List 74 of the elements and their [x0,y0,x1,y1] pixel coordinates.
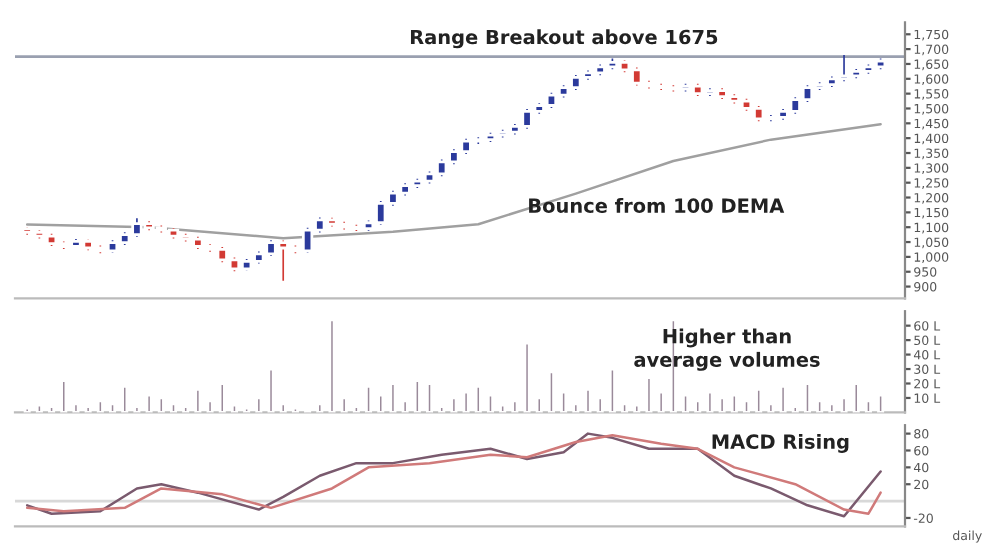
bar [755,387,763,413]
bar [35,403,43,413]
bar [657,390,665,413]
bar [60,379,68,413]
bar [791,405,799,413]
annotation: Bounce from 100 DEMA [529,197,785,213]
bar [377,393,385,413]
bar [230,403,238,413]
bar [596,396,604,413]
bar [779,385,787,413]
bar [486,393,494,413]
bar [255,396,263,413]
bar [523,341,531,413]
bar [328,318,336,413]
bar [72,402,80,413]
bar [499,403,507,413]
bar [816,399,824,413]
bar [121,385,129,413]
bar [828,402,836,413]
bar [182,405,190,413]
bar [584,387,592,413]
bar [194,387,202,413]
bar [109,402,117,413]
bar [157,396,165,413]
bar [645,376,653,413]
bar [133,405,141,413]
bar [730,393,738,413]
bar [145,393,153,413]
annotation: MACD Rising [712,433,849,453]
bar [365,385,373,413]
line-series [25,122,882,240]
bar [96,399,104,413]
bar [279,402,287,413]
bar [864,399,872,413]
bar [316,402,324,413]
bar [218,382,226,413]
bar [852,382,860,413]
bar [511,399,519,413]
bar [560,390,568,413]
bar [718,396,726,413]
bar [389,382,397,413]
bar [608,367,616,413]
bar [803,382,811,413]
bar [572,402,580,413]
bar [84,405,92,413]
bar [206,399,214,413]
bar [352,405,360,413]
bar [243,406,251,413]
bar [438,405,446,413]
ref-line-label: Range Breakout above 1675 [410,29,718,49]
bar [535,396,543,413]
bar [291,406,299,413]
bar [462,390,470,413]
bar [413,379,421,413]
annotation: Higher than average volumes [634,328,820,371]
bar [23,406,31,413]
bar [267,367,275,413]
bar [474,385,482,413]
bar [682,393,690,413]
bar [706,390,714,413]
bar [340,396,348,413]
bar [169,402,178,413]
bar [450,396,458,413]
bar [426,382,434,413]
bar [877,393,885,413]
bar [401,399,409,413]
bar [633,403,641,413]
bar [621,402,629,413]
bar [694,399,702,413]
bar [767,402,775,413]
bar [547,370,555,413]
bar [840,396,848,413]
bar [742,399,751,413]
bar [48,405,56,413]
